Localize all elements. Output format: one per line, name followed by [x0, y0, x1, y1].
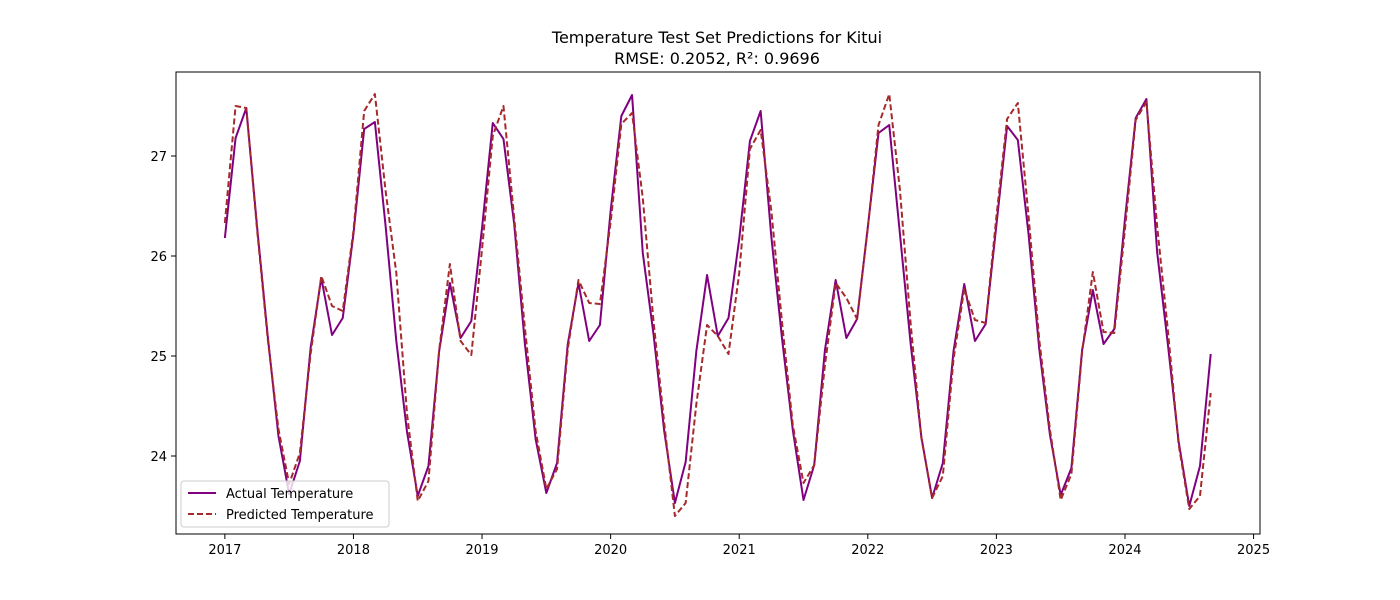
legend: Actual Temperature Predicted Temperature	[180, 480, 390, 528]
x-tick-label-2022: 2022	[851, 543, 884, 558]
x-tick-label-2025: 2025	[1237, 543, 1270, 558]
legend-box	[180, 480, 390, 528]
chart-title: Temperature Test Set Predictions for Kit…	[551, 28, 882, 47]
chart-subtitle: RMSE: 0.2052, R²: 0.9696	[614, 49, 820, 68]
x-tick-label-2021: 2021	[723, 543, 756, 558]
axes: 2017 2018 2019 2020 2021 2022 2023 2024 2025 24 25…	[150, 150, 1270, 558]
legend-label-predicted: Predicted Temperature	[226, 508, 374, 523]
plot-frame	[175, 71, 1261, 535]
series-line-actual	[223, 94, 1212, 507]
x-tick-label-2024: 2024	[1108, 543, 1141, 558]
x-tick-label-2023: 2023	[980, 543, 1013, 558]
x-tick-label-2019: 2019	[465, 543, 498, 558]
y-tick-label-24: 24	[150, 450, 167, 465]
x-tick-label-2018: 2018	[337, 543, 370, 558]
x-tick-label-2020: 2020	[594, 543, 627, 558]
plot-area	[223, 93, 1212, 517]
x-tick-label-2017: 2017	[208, 543, 241, 558]
legend-label-actual: Actual Temperature	[226, 487, 353, 502]
y-tick-label-25: 25	[150, 350, 167, 365]
series-line-predicted	[223, 93, 1212, 517]
y-tick-label-26: 26	[150, 250, 167, 265]
y-tick-label-27: 27	[150, 150, 167, 165]
